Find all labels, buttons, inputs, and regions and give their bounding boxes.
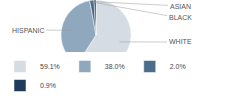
svg-text:ASIAN: ASIAN bbox=[170, 3, 191, 10]
svg-text:38.0%: 38.0% bbox=[105, 63, 125, 70]
svg-text:HISPANIC: HISPANIC bbox=[12, 27, 45, 34]
svg-text:BLACK: BLACK bbox=[169, 14, 192, 21]
svg-text:2.0%: 2.0% bbox=[170, 63, 186, 70]
svg-text:0.9%: 0.9% bbox=[40, 82, 56, 89]
svg-text:59.1%: 59.1% bbox=[40, 63, 60, 70]
svg-text:WHITE: WHITE bbox=[169, 38, 192, 45]
